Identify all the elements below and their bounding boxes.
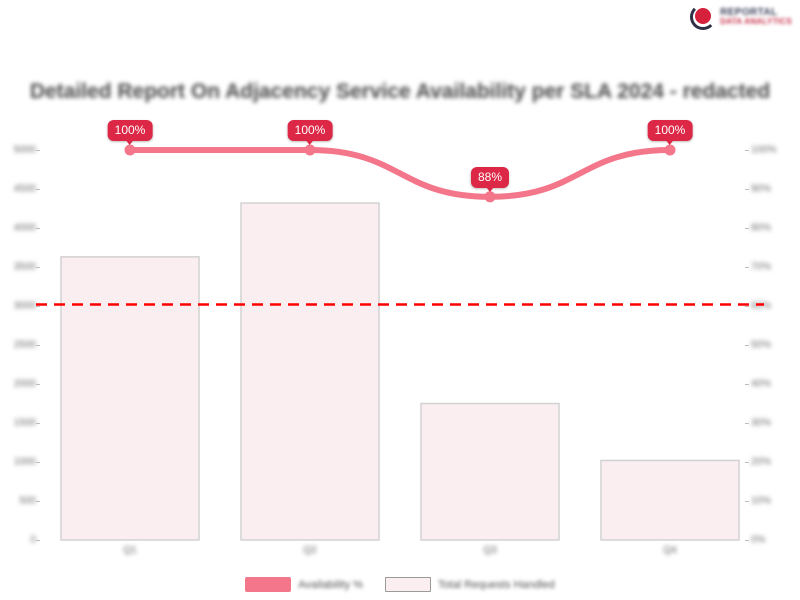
line-series-marker[interactable] (124, 144, 136, 156)
y-axis-right-tick: 10% (751, 495, 772, 507)
y-axis-right: 100% 90% 80% 70% 60% 50% 40% 30% 20% 10% 0% (745, 145, 800, 550)
x-axis-label: Q2 (303, 545, 317, 556)
y-axis-left-tick: 2500 (13, 339, 36, 351)
y-axis-left-tick-mark (36, 462, 40, 463)
line-series-marker[interactable] (484, 191, 496, 203)
y-axis-left-tick-mark (36, 189, 40, 190)
y-axis-left-tick-mark (36, 540, 40, 541)
y-axis-right-tick-mark (745, 150, 749, 151)
brand-logo-line1: REPORTAL (720, 6, 778, 18)
bar-column[interactable] (420, 402, 560, 541)
y-axis-left-tick-mark (36, 501, 40, 502)
x-axis-label: Q4 (663, 545, 677, 556)
y-axis-left-tick-mark (36, 345, 40, 346)
y-axis-left-tick-mark (36, 267, 40, 268)
y-axis-left-tick-mark (36, 306, 40, 307)
y-axis-right-tick-mark (745, 501, 749, 502)
legend-swatch-line-icon (245, 577, 292, 592)
y-axis-right-tick-mark (745, 345, 749, 346)
brand-logo-text: REPORTAL DATA ANALYTICS (720, 6, 792, 27)
brand-logo-line2: DATA ANALYTICS (720, 17, 792, 27)
bar-column[interactable] (600, 459, 740, 541)
legend-item-bar[interactable]: Total Requests Handled (384, 577, 555, 592)
legend-item-line[interactable]: Availability % (245, 577, 363, 592)
y-axis-left-tick: 4500 (13, 183, 36, 195)
y-axis-right-tick: 50% (751, 339, 772, 351)
line-series-marker[interactable] (304, 144, 316, 156)
y-axis-left-tick: 5000 (13, 144, 36, 156)
brand-logo: REPORTAL DATA ANALYTICS (690, 4, 792, 30)
y-axis-left-tick: 3500 (13, 261, 36, 273)
y-axis-left-tick: 0 (30, 534, 36, 546)
y-axis-right-tick: 60% (751, 300, 772, 312)
y-axis-right-tick-mark (745, 384, 749, 385)
y-axis-right-tick-mark (745, 189, 749, 190)
y-axis-left-tick: 1500 (13, 417, 36, 429)
y-axis-left-tick-mark (36, 228, 40, 229)
x-axis-label: Q3 (483, 545, 497, 556)
y-axis-left-tick: 3000 (13, 300, 36, 312)
data-label-badge: 88% (470, 166, 510, 192)
y-axis-left-tick: 500 (19, 495, 36, 507)
line-series-path (127, 146, 673, 200)
y-axis-right-tick-mark (745, 462, 749, 463)
y-axis-right-tick: 20% (751, 456, 772, 468)
y-axis-right-tick-mark (745, 228, 749, 229)
chart-title: Detailed Report On Adjacency Service Ava… (29, 80, 771, 103)
data-label-badge: 100% (287, 120, 333, 145)
bar-column[interactable] (240, 202, 380, 541)
y-axis-right-tick: 70% (751, 261, 772, 273)
chart-legend: Availability % Total Requests Handled (0, 577, 800, 592)
y-axis-left-tick-mark (36, 384, 40, 385)
data-label-badge: 100% (647, 120, 693, 145)
y-axis-right-tick: 100% (751, 144, 777, 156)
y-axis-right-tick: 30% (751, 417, 772, 429)
y-axis-left-tick-mark (36, 150, 40, 151)
x-axis-labels: Q1 Q2 Q3 Q4 (40, 545, 760, 565)
bar-column[interactable] (60, 256, 200, 541)
legend-swatch-bar-icon (384, 577, 431, 592)
line-series-marker[interactable] (664, 144, 676, 156)
y-axis-right-tick-mark (745, 423, 749, 424)
legend-label-line: Availability % (298, 578, 363, 591)
y-axis-left: 5000 4500 4000 3500 3000 2500 2000 1500 1000 500 0 (0, 145, 40, 550)
y-axis-right-tick-mark (745, 306, 749, 307)
y-axis-left-tick: 4000 (13, 222, 36, 234)
y-axis-right-tick: 80% (751, 222, 772, 234)
y-axis-right-tick-mark (745, 267, 749, 268)
y-axis-left-tick-mark (36, 423, 40, 424)
y-axis-left-tick: 1000 (13, 456, 36, 468)
y-axis-right-tick: 90% (751, 183, 772, 195)
y-axis-right-tick-mark (745, 540, 749, 541)
y-axis-right-tick: 0% (751, 534, 766, 546)
legend-label-bar: Total Requests Handled (437, 578, 555, 591)
x-axis-label: Q1 (123, 545, 137, 556)
data-label-badge: 100% (107, 120, 153, 145)
y-axis-left-tick: 2000 (13, 378, 36, 390)
circle-logo-icon (690, 4, 717, 30)
y-axis-right-tick: 40% (751, 378, 772, 390)
